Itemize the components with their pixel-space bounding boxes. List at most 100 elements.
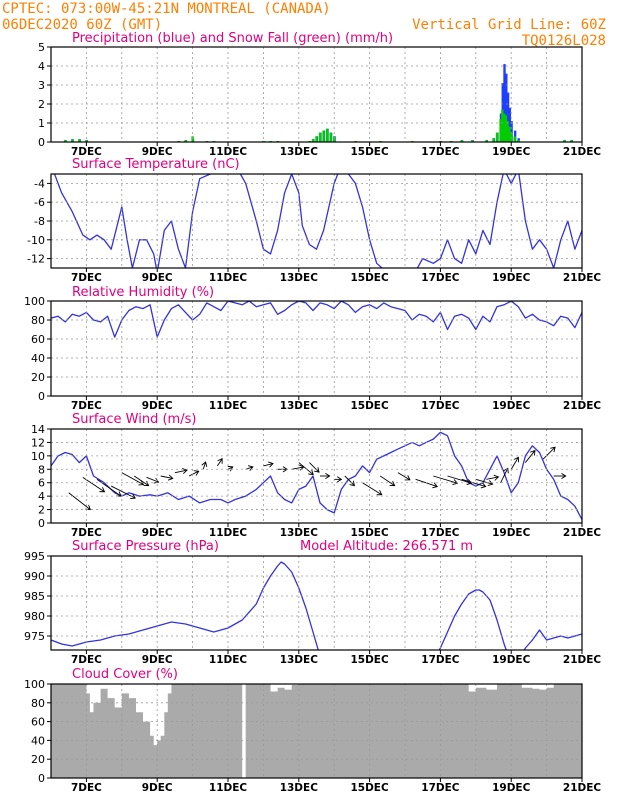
pressure-panel: Surface Pressure (hPa) Model Altitude: 26… (24, 539, 601, 666)
wind-vector (461, 478, 486, 487)
rh-title: Relative Humidity (%) (72, 285, 214, 300)
x-tick-label: 19DEC (492, 654, 531, 666)
x-tick-label: 21DEC (563, 782, 602, 794)
wind-vector-head (153, 477, 160, 484)
wind-vector-head (466, 479, 473, 485)
y-tick-label: -10 (27, 234, 45, 247)
precip-bar (184, 140, 187, 142)
y-tick-label: 60 (31, 333, 45, 346)
rh-y-axis: 0 20 40 60 80 100 (24, 295, 51, 403)
x-tick-label: 15DEC (350, 400, 389, 412)
wind-vector (362, 482, 382, 496)
wind-vector (217, 458, 223, 467)
y-tick-label: 10 (31, 450, 45, 463)
x-tick-label: 7DEC (71, 272, 102, 284)
precip-bar (513, 136, 516, 142)
x-tick-label: 21DEC (563, 146, 602, 158)
pressure-grid (51, 556, 582, 650)
cloud-grid (51, 684, 582, 778)
wind-vector-head (349, 480, 356, 487)
wind-vector (344, 475, 355, 486)
x-tick-label: 11DEC (209, 400, 248, 412)
wind-vector-head (182, 468, 188, 475)
cloud-y-axis: 0 20 40 60 80 100 (24, 678, 51, 785)
wind-vector-head (376, 490, 383, 496)
x-tick-label: 21DEC (563, 400, 602, 412)
wind-vector-head (247, 465, 254, 472)
cloud-x-axis: 7DEC 9DEC 11DEC 13DEC 15DEC 17DEC 19DEC 21DEC (71, 778, 601, 794)
x-tick-label: 9DEC (142, 527, 173, 539)
y-tick-label: 0 (38, 390, 45, 403)
y-tick-label: 80 (31, 697, 45, 710)
precip-bar (471, 140, 474, 142)
panels: Precipitation (blue) and Snow Fall (gree… (24, 31, 601, 794)
wind-vector (133, 475, 149, 486)
x-tick-label: 7DEC (71, 654, 102, 666)
y-tick-label: 3 (38, 79, 45, 92)
rh-grid (51, 301, 582, 396)
header-date: 06DEC2020 60Z (GMT) (2, 17, 162, 33)
rh-frame (50, 300, 583, 397)
wind-vector-head (404, 475, 411, 481)
precip-bar (504, 115, 508, 142)
wind-vector-head (493, 474, 500, 481)
y-tick-label: -8 (34, 215, 45, 228)
precip-bar (495, 132, 499, 142)
wind-vector-head (336, 476, 343, 483)
wind-vector-head (487, 480, 494, 487)
precip-bar (78, 139, 81, 142)
cloud-area (51, 684, 582, 778)
x-tick-label: 7DEC (71, 400, 102, 412)
wind-vector-head (561, 472, 567, 480)
x-tick-label: 21DEC (563, 527, 602, 539)
header-code: TQ0126L028 (522, 33, 606, 49)
precip-bar (505, 73, 508, 142)
x-tick-label: 9DEC (142, 272, 173, 284)
precip-y-axis: 0 1 2 3 4 5 (38, 41, 51, 149)
y-tick-label: 4 (38, 60, 45, 73)
precip-grid (51, 47, 582, 142)
x-tick-label: 17DEC (421, 654, 460, 666)
wind-vector-head (227, 465, 234, 472)
x-tick-label: 7DEC (71, 527, 102, 539)
wind-grid (51, 429, 582, 523)
precip-bar (517, 140, 520, 142)
wind-vector-head (513, 456, 519, 463)
cloud-title: Cloud Cover (%) (72, 667, 178, 682)
precip-bar (506, 121, 509, 142)
y-tick-label: 995 (24, 550, 45, 563)
y-tick-label: 980 (24, 610, 45, 623)
x-tick-label: 13DEC (280, 527, 319, 539)
x-tick-label: 15DEC (350, 146, 389, 158)
precip-bar (508, 107, 512, 142)
wind-vector-head (530, 449, 536, 456)
y-tick-label: 6 (38, 477, 45, 490)
x-tick-label: 13DEC (280, 146, 319, 158)
y-tick-label: -4 (34, 177, 45, 190)
y-tick-label: 0 (38, 136, 45, 149)
x-tick-label: 19DEC (492, 782, 531, 794)
wind-x-axis: 7DEC 9DEC 11DEC 13DEC 15DEC 17DEC 19DEC 21DEC (71, 523, 601, 539)
precip-bar (85, 140, 88, 142)
y-tick-label: 100 (24, 295, 45, 308)
x-tick-label: 17DEC (421, 782, 460, 794)
x-tick-label: 17DEC (421, 527, 460, 539)
pressure-frame (50, 555, 583, 651)
wind-vector-head (389, 480, 396, 487)
y-tick-label: 990 (24, 570, 45, 583)
rh-panel: Relative Humidity (%) 0 20 40 60 80 100 7DEC 9DE… (24, 285, 601, 412)
x-tick-label: 17DEC (421, 272, 460, 284)
y-tick-label: 40 (31, 352, 45, 365)
y-tick-label: 2 (38, 504, 45, 517)
pressure-annotation: Model Altitude: 266.571 m (300, 539, 473, 554)
x-tick-label: 13DEC (280, 272, 319, 284)
y-tick-label: 5 (38, 41, 45, 54)
cloud-frame (50, 683, 583, 779)
wind-vectors (68, 446, 567, 511)
x-tick-label: 11DEC (209, 782, 248, 794)
pressure-data (51, 561, 582, 650)
y-tick-label: 0 (38, 772, 45, 785)
wind-vector-head (130, 493, 136, 500)
wind-vector-head (325, 472, 331, 480)
